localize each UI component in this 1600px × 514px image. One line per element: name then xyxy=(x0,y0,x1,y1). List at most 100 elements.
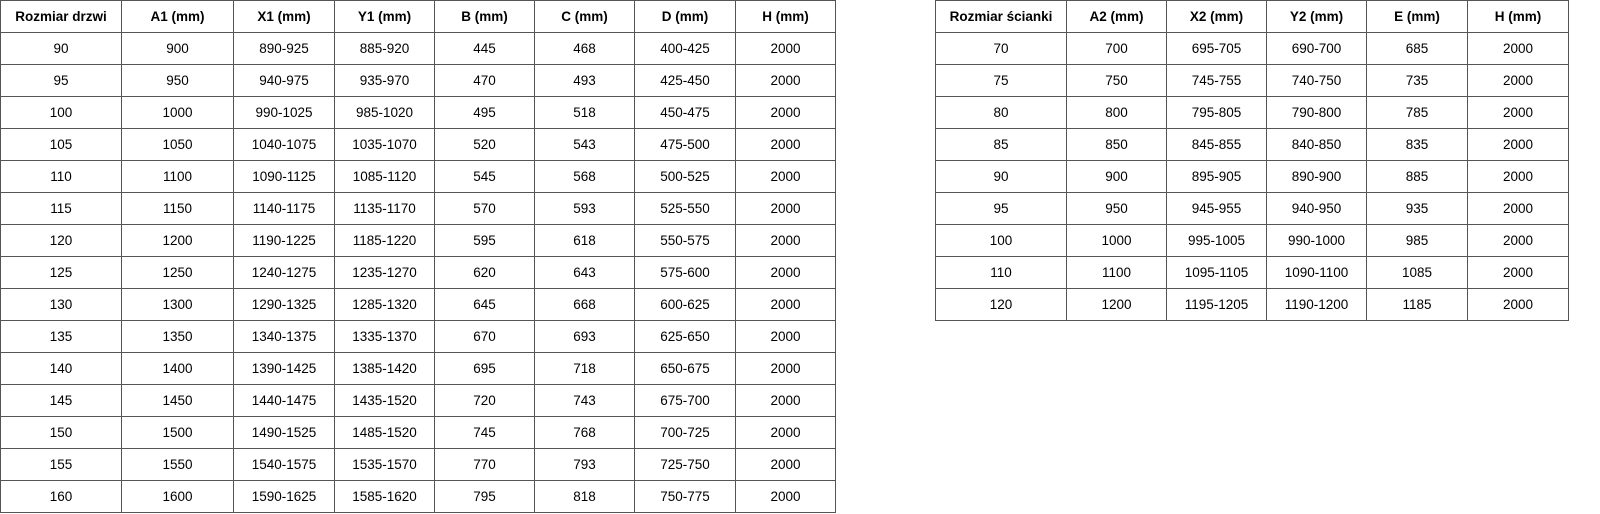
table-cell: 650-675 xyxy=(634,352,736,385)
table-cell: 845-855 xyxy=(1166,128,1267,161)
table-row: 145 1450 1440-1475 1435-1520 720 743 675-700 20… xyxy=(0,384,836,417)
table-row: 90 900 895-905 890-900 885 2000 xyxy=(935,160,1569,193)
table-cell: 425-450 xyxy=(634,64,736,97)
table-cell: 2000 xyxy=(1467,224,1569,257)
table-cell: 1200 xyxy=(121,224,234,257)
column-header: X2 (mm) xyxy=(1166,0,1267,33)
table-cell: 1085 xyxy=(1366,256,1468,289)
table-cell: 500-525 xyxy=(634,160,736,193)
table-cell: 1185 xyxy=(1366,288,1468,321)
column-header: H (mm) xyxy=(1467,0,1569,33)
column-header: A2 (mm) xyxy=(1066,0,1167,33)
table-cell: 668 xyxy=(534,288,635,321)
table-cell: 2000 xyxy=(735,192,836,225)
table-cell: 795 xyxy=(434,480,535,513)
table-cell: 900 xyxy=(1066,160,1167,193)
table-cell: 1600 xyxy=(121,480,234,513)
table-row: 115 1150 1140-1175 1135-1170 570 593 525-550 20… xyxy=(0,192,836,225)
table-cell: 115 xyxy=(0,192,122,225)
table-cell: 1090-1125 xyxy=(233,160,335,193)
table-cell: 835 xyxy=(1366,128,1468,161)
table-cell: 850 xyxy=(1066,128,1167,161)
table-cell: 800 xyxy=(1066,96,1167,129)
table-cell: 1185-1220 xyxy=(334,224,435,257)
column-header: Rozmiar drzwi xyxy=(0,0,122,33)
table-cell: 645 xyxy=(434,288,535,321)
table-cell: 2000 xyxy=(1467,96,1569,129)
table-cell: 695-705 xyxy=(1166,32,1267,65)
table-cell: 120 xyxy=(935,288,1067,321)
table-cell: 693 xyxy=(534,320,635,353)
table-cell: 2000 xyxy=(735,448,836,481)
table-cell: 735 xyxy=(1366,64,1468,97)
column-header: E (mm) xyxy=(1366,0,1468,33)
table-cell: 1050 xyxy=(121,128,234,161)
table-cell: 985 xyxy=(1366,224,1468,257)
table-cell: 1190-1225 xyxy=(233,224,335,257)
table-cell: 450-475 xyxy=(634,96,736,129)
table-cell: 525-550 xyxy=(634,192,736,225)
table-cell: 1195-1205 xyxy=(1166,288,1267,321)
table-cell: 1240-1275 xyxy=(233,256,335,289)
table-cell: 1000 xyxy=(1066,224,1167,257)
table-cell: 1490-1525 xyxy=(233,416,335,449)
table-cell: 110 xyxy=(935,256,1067,289)
table-cell: 2000 xyxy=(1467,192,1569,225)
table-cell: 700-725 xyxy=(634,416,736,449)
table-row: 150 1500 1490-1525 1485-1520 745 768 700-725 20… xyxy=(0,416,836,449)
column-header: H (mm) xyxy=(735,0,836,33)
table-cell: 985-1020 xyxy=(334,96,435,129)
table-cell: 75 xyxy=(935,64,1067,97)
table-cell: 990-1000 xyxy=(1266,224,1367,257)
table-cell: 990-1025 xyxy=(233,96,335,129)
table-cell: 593 xyxy=(534,192,635,225)
table-cell: 2000 xyxy=(1467,128,1569,161)
table-cell: 2000 xyxy=(735,256,836,289)
table-cell: 120 xyxy=(0,224,122,257)
table-row: 110 1100 1090-1125 1085-1120 545 568 500-525 20… xyxy=(0,160,836,193)
table-cell: 545 xyxy=(434,160,535,193)
table-cell: 768 xyxy=(534,416,635,449)
table-cell: 468 xyxy=(534,32,635,65)
table-cell: 690-700 xyxy=(1266,32,1367,65)
table-cell: 2000 xyxy=(1467,32,1569,65)
wall-dimensions-table: Rozmiar ścianki A2 (mm) X2 (mm) Y2 (mm) E (m… xyxy=(935,0,1569,321)
table-cell: 895-905 xyxy=(1166,160,1267,193)
table-cell: 575-600 xyxy=(634,256,736,289)
table-cell: 745-755 xyxy=(1166,64,1267,97)
table-row: 95 950 945-955 940-950 935 2000 xyxy=(935,192,1569,225)
table-cell: 520 xyxy=(434,128,535,161)
table-cell: 85 xyxy=(935,128,1067,161)
table-cell: 620 xyxy=(434,256,535,289)
table-row: 90 900 890-925 885-920 445 468 400-425 2000 xyxy=(0,32,836,65)
table-cell: 2000 xyxy=(735,128,836,161)
table-row: 75 750 745-755 740-750 735 2000 xyxy=(935,64,1569,97)
column-header: A1 (mm) xyxy=(121,0,234,33)
table-cell: 900 xyxy=(121,32,234,65)
table-cell: 2000 xyxy=(735,384,836,417)
table-cell: 125 xyxy=(0,256,122,289)
table-cell: 2000 xyxy=(1467,288,1569,321)
table-cell: 1390-1425 xyxy=(233,352,335,385)
table-cell: 1040-1075 xyxy=(233,128,335,161)
table-cell: 1340-1375 xyxy=(233,320,335,353)
table-cell: 2000 xyxy=(1467,64,1569,97)
table-cell: 940-975 xyxy=(233,64,335,97)
table-cell: 1440-1475 xyxy=(233,384,335,417)
table-row: 80 800 795-805 790-800 785 2000 xyxy=(935,96,1569,129)
table-row: 100 1000 990-1025 985-1020 495 518 450-475 2000 xyxy=(0,96,836,129)
table-cell: 670 xyxy=(434,320,535,353)
table-cell: 2000 xyxy=(735,416,836,449)
table-cell: 1435-1520 xyxy=(334,384,435,417)
table-cell: 885-920 xyxy=(334,32,435,65)
table-cell: 2000 xyxy=(735,480,836,513)
table-cell: 1400 xyxy=(121,352,234,385)
table-cell: 750-775 xyxy=(634,480,736,513)
table-cell: 618 xyxy=(534,224,635,257)
table-cell: 1450 xyxy=(121,384,234,417)
table-cell: 725-750 xyxy=(634,448,736,481)
table-cell: 2000 xyxy=(1467,256,1569,289)
table-cell: 685 xyxy=(1366,32,1468,65)
table-cell: 2000 xyxy=(1467,160,1569,193)
table-cell: 570 xyxy=(434,192,535,225)
